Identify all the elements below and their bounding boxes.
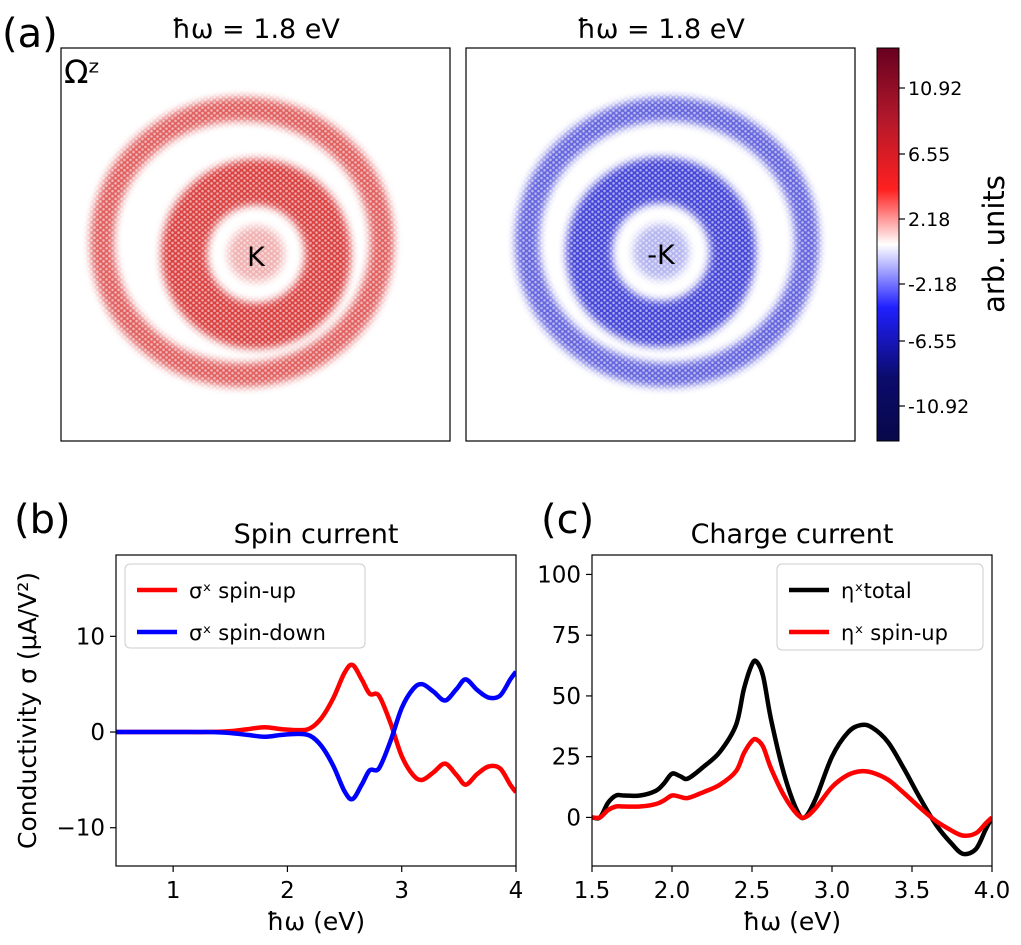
- x-axis-label: ħω (eV): [743, 907, 841, 936]
- legend-box: [124, 563, 366, 649]
- x-tick-label: 2.5: [734, 878, 771, 904]
- legend-entry: ηˣtotal: [841, 579, 912, 603]
- x-axis-label: ħω (eV): [267, 907, 365, 936]
- series-line-2: [116, 670, 516, 802]
- x-tick-label: 2.0: [654, 878, 691, 904]
- x-tick-label: 3.0: [814, 878, 851, 904]
- colorbar-tick-label: -10.92: [908, 396, 969, 418]
- minus-k-point-label: -K: [647, 240, 676, 271]
- y-tick-label: −10: [56, 816, 105, 842]
- colorbar: 10.92 6.55 2.18 -2.18 -6.55 -10.92 arb. units: [876, 47, 1011, 442]
- chart-title: Charge current: [691, 519, 894, 550]
- plot-frame: [591, 554, 993, 867]
- legend-entry: ηˣ spin-up: [841, 621, 948, 645]
- colorbar-tick-label: -6.55: [908, 331, 957, 353]
- x-tick-label: 1: [166, 878, 181, 904]
- x-tick-label: 4: [509, 878, 524, 904]
- y-axis-label: Conductivity σ (μA/V²): [13, 572, 42, 849]
- colorbar-tick-label: 2.18: [908, 209, 950, 231]
- colorbar-gradient: [876, 47, 900, 442]
- panel-c-label: (c): [541, 497, 594, 543]
- panel-b-label: (b): [14, 497, 71, 543]
- chart-spin-current: Spin current 1 2 3 4 −10 0 10 ħω (eV) Conductivit…: [13, 519, 523, 936]
- colorbar-tick-label: 6.55: [908, 144, 950, 166]
- map-left-frame: [60, 47, 451, 442]
- legend-entry: σˣ spin-down: [189, 621, 326, 645]
- y-tick-label: 10: [76, 624, 105, 650]
- k-point-label: K: [247, 242, 266, 273]
- colorbar-tick-label: -2.18: [908, 274, 957, 296]
- y-tick-label: 100: [537, 562, 581, 588]
- map-left-title: ħω = 1.8 eV: [172, 14, 340, 45]
- panel-a-label: (a): [2, 11, 58, 57]
- map-right-rings: [515, 97, 819, 387]
- y-tick-label: 0: [566, 805, 581, 831]
- x-tick-label: 1.5: [574, 878, 611, 904]
- x-tick-label: 2: [280, 878, 295, 904]
- plot-frame: [115, 554, 517, 867]
- y-tick-label: 75: [552, 623, 581, 649]
- y-tick-label: 50: [552, 684, 581, 710]
- map-left: ħω = 1.8 eV Ωᶻ K: [60, 14, 451, 442]
- map-right-frame: [465, 47, 856, 442]
- legend-box: [776, 563, 984, 651]
- map-left-rings: [90, 97, 394, 387]
- series-line-2: [592, 736, 992, 838]
- series-line-1: [116, 662, 516, 794]
- colorbar-label: arb. units: [977, 175, 1011, 313]
- x-tick-label: 3: [394, 878, 409, 904]
- map-right-title: ħω = 1.8 eV: [577, 14, 745, 45]
- x-tick-label: 3.5: [894, 878, 931, 904]
- x-tick-label: 4.0: [974, 878, 1011, 904]
- series-line-1: [592, 658, 992, 857]
- y-tick-label: 25: [552, 745, 581, 771]
- map-right: ħω = 1.8 eV -K: [465, 14, 856, 442]
- legend-entry: σˣ spin-up: [189, 579, 296, 603]
- colorbar-tick-label: 10.92: [908, 78, 962, 100]
- chart-title: Spin current: [234, 519, 399, 550]
- y-tick-label: 0: [90, 720, 105, 746]
- chart-charge-current: Charge current 1.5 2.0 2.5 3.0 3.5 4.0 0 25 50 75 1…: [537, 519, 1010, 936]
- omega-z-label: Ωᶻ: [64, 53, 100, 91]
